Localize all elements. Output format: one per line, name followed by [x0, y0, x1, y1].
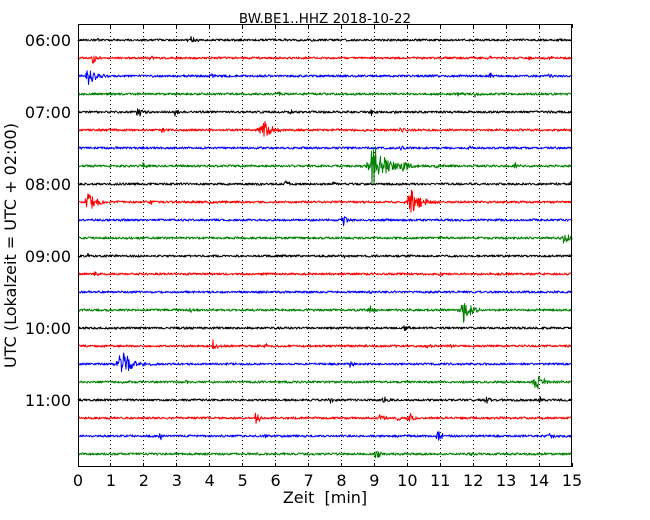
trace-0745 — [77, 146, 573, 186]
x-tick-label: 7 — [303, 471, 313, 490]
trace-1130 — [77, 431, 573, 441]
x-tick-label: 4 — [205, 471, 215, 490]
x-tick-label: 0 — [73, 471, 83, 490]
trace-1015 — [77, 339, 572, 350]
x-tick-label: 11 — [430, 471, 450, 490]
x-tick-label: 14 — [529, 471, 549, 490]
trace-1045 — [77, 375, 573, 390]
x-tick-label: 12 — [463, 471, 483, 490]
trace-0945 — [77, 303, 573, 323]
trace-0845 — [78, 234, 573, 244]
axes: 0 1 2 3 4 5 6 7 8 9 10 11 12 13 14 1506:0007:0008:0009:… — [25, 24, 582, 490]
trace-1115 — [77, 412, 573, 424]
trace-1145 — [77, 451, 573, 459]
trace-0600 — [77, 35, 573, 43]
traces — [77, 35, 573, 459]
chart-title: BW.BE1..HHZ 2018-10-22 — [239, 11, 411, 27]
trace-1100 — [77, 396, 573, 404]
x-tick-label: 13 — [496, 471, 516, 490]
trace-0615 — [77, 55, 573, 64]
x-axis-label: Zeit [min] — [283, 488, 367, 507]
trace-0715 — [77, 120, 573, 137]
x-tick-label: 5 — [238, 471, 248, 490]
trace-0915 — [77, 271, 573, 277]
trace-0930 — [77, 290, 573, 295]
x-tick-label: 9 — [369, 471, 379, 490]
x-tick-label: 2 — [139, 471, 149, 490]
trace-0630 — [77, 70, 573, 85]
trace-0800 — [77, 180, 573, 186]
y-axis-label: UTC (Lokalzeit = UTC + 02:00) — [1, 123, 20, 368]
trace-1000 — [77, 325, 573, 331]
trace-0700 — [77, 108, 573, 117]
trace-0730 — [77, 145, 573, 151]
x-tick-label: 8 — [336, 471, 346, 490]
plot-frame — [78, 24, 572, 467]
y-tick-label: 11:00 — [25, 391, 71, 410]
x-tick-label: 1 — [106, 471, 116, 490]
x-tick-label: 3 — [172, 471, 182, 490]
trace-0830 — [77, 216, 573, 227]
y-tick-label: 06:00 — [25, 31, 71, 50]
x-tick-label: 15 — [562, 471, 582, 490]
y-tick-label: 07:00 — [25, 103, 71, 122]
y-tick-label: 09:00 — [25, 247, 71, 266]
trace-0900 — [77, 252, 573, 259]
y-tick-label: 10:00 — [25, 319, 71, 338]
x-tick-label: 6 — [271, 471, 281, 490]
x-tick-label: 10 — [397, 471, 417, 490]
trace-1030 — [77, 352, 573, 373]
y-tick-label: 08:00 — [25, 175, 71, 194]
trace-0645 — [77, 91, 573, 98]
trace-0815 — [77, 189, 573, 213]
